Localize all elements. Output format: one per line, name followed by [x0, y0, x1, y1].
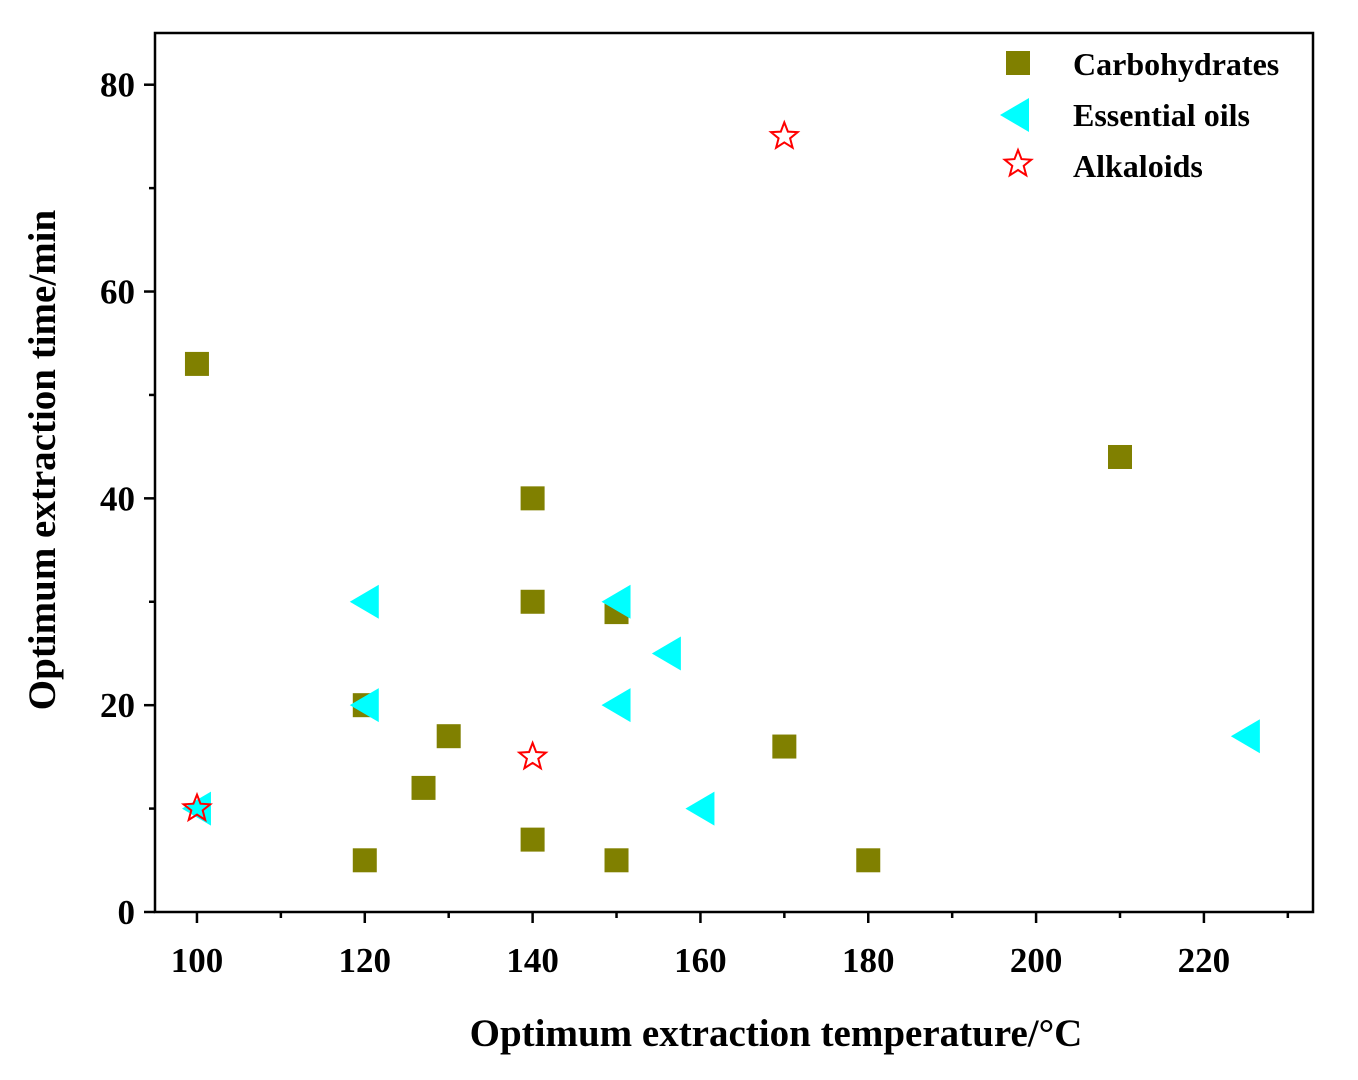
legend-label-essential-oils: Essential oils — [1073, 97, 1250, 133]
y-tick-label: 80 — [100, 66, 135, 105]
legend-swatch-essential-oils — [1000, 98, 1029, 132]
alkaloids-point — [180, 791, 213, 823]
carbohydrates-point — [184, 351, 209, 376]
legend-item-carbohydrates: Carbohydrates — [1006, 46, 1279, 82]
x-axis-title: Optimum extraction temperature/°C — [470, 1012, 1083, 1055]
axis-tick-labels: 100 120 140 160 180 200 220 0 20 40 60 80 — [100, 66, 1230, 980]
x-tick-label: 160 — [674, 941, 727, 980]
data-points — [180, 119, 1260, 873]
x-tick-label: 200 — [1010, 941, 1063, 980]
carbohydrates-point — [411, 775, 436, 800]
y-tick-label: 60 — [100, 273, 135, 312]
alkaloids-point — [768, 119, 801, 150]
essential-oils-point — [349, 584, 379, 619]
essential-oils-point — [601, 584, 631, 619]
legend-swatch-alkaloids — [1002, 147, 1034, 178]
essential-oils-point — [349, 688, 379, 723]
x-tick-label: 100 — [171, 941, 224, 980]
carbohydrates-point — [352, 848, 377, 873]
legend-label-carbohydrates: Carbohydrates — [1073, 46, 1279, 82]
carbohydrates-point — [1108, 444, 1132, 469]
carbohydrates-point — [520, 827, 545, 852]
x-tick-label: 120 — [339, 941, 392, 980]
essential-oils-point — [651, 636, 681, 671]
carbohydrates-point — [772, 734, 797, 759]
carbohydrates-point — [520, 589, 545, 614]
y-tick-label: 0 — [118, 893, 136, 932]
carbohydrates-point — [520, 486, 545, 511]
x-tick-label: 180 — [842, 941, 895, 980]
essential-oils-point — [685, 791, 715, 826]
plot-area-frame — [153, 31, 1315, 914]
y-tick-label: 40 — [100, 479, 135, 518]
legend-label-alkaloids: Alkaloids — [1073, 148, 1203, 184]
carbohydrates-point — [436, 724, 461, 749]
x-tick-label: 140 — [506, 941, 559, 980]
axis-ticks — [144, 83, 1290, 923]
carbohydrates-point — [604, 848, 629, 873]
legend-item-alkaloids: Alkaloids — [1002, 147, 1203, 184]
x-tick-label: 220 — [1178, 941, 1231, 980]
legend-item-essential-oils: Essential oils — [1000, 97, 1250, 133]
y-axis-title: Optimum extraction time/min — [21, 209, 64, 710]
legend-swatch-carbohydrates — [1006, 51, 1030, 75]
essential-oils-point — [1230, 719, 1260, 754]
carbohydrates-point — [856, 848, 881, 873]
legend: Carbohydrates Essential oils Alkaloids — [1000, 46, 1279, 184]
essential-oils-point — [601, 688, 631, 723]
alkaloids-point — [516, 740, 549, 771]
y-tick-label: 20 — [100, 686, 135, 725]
